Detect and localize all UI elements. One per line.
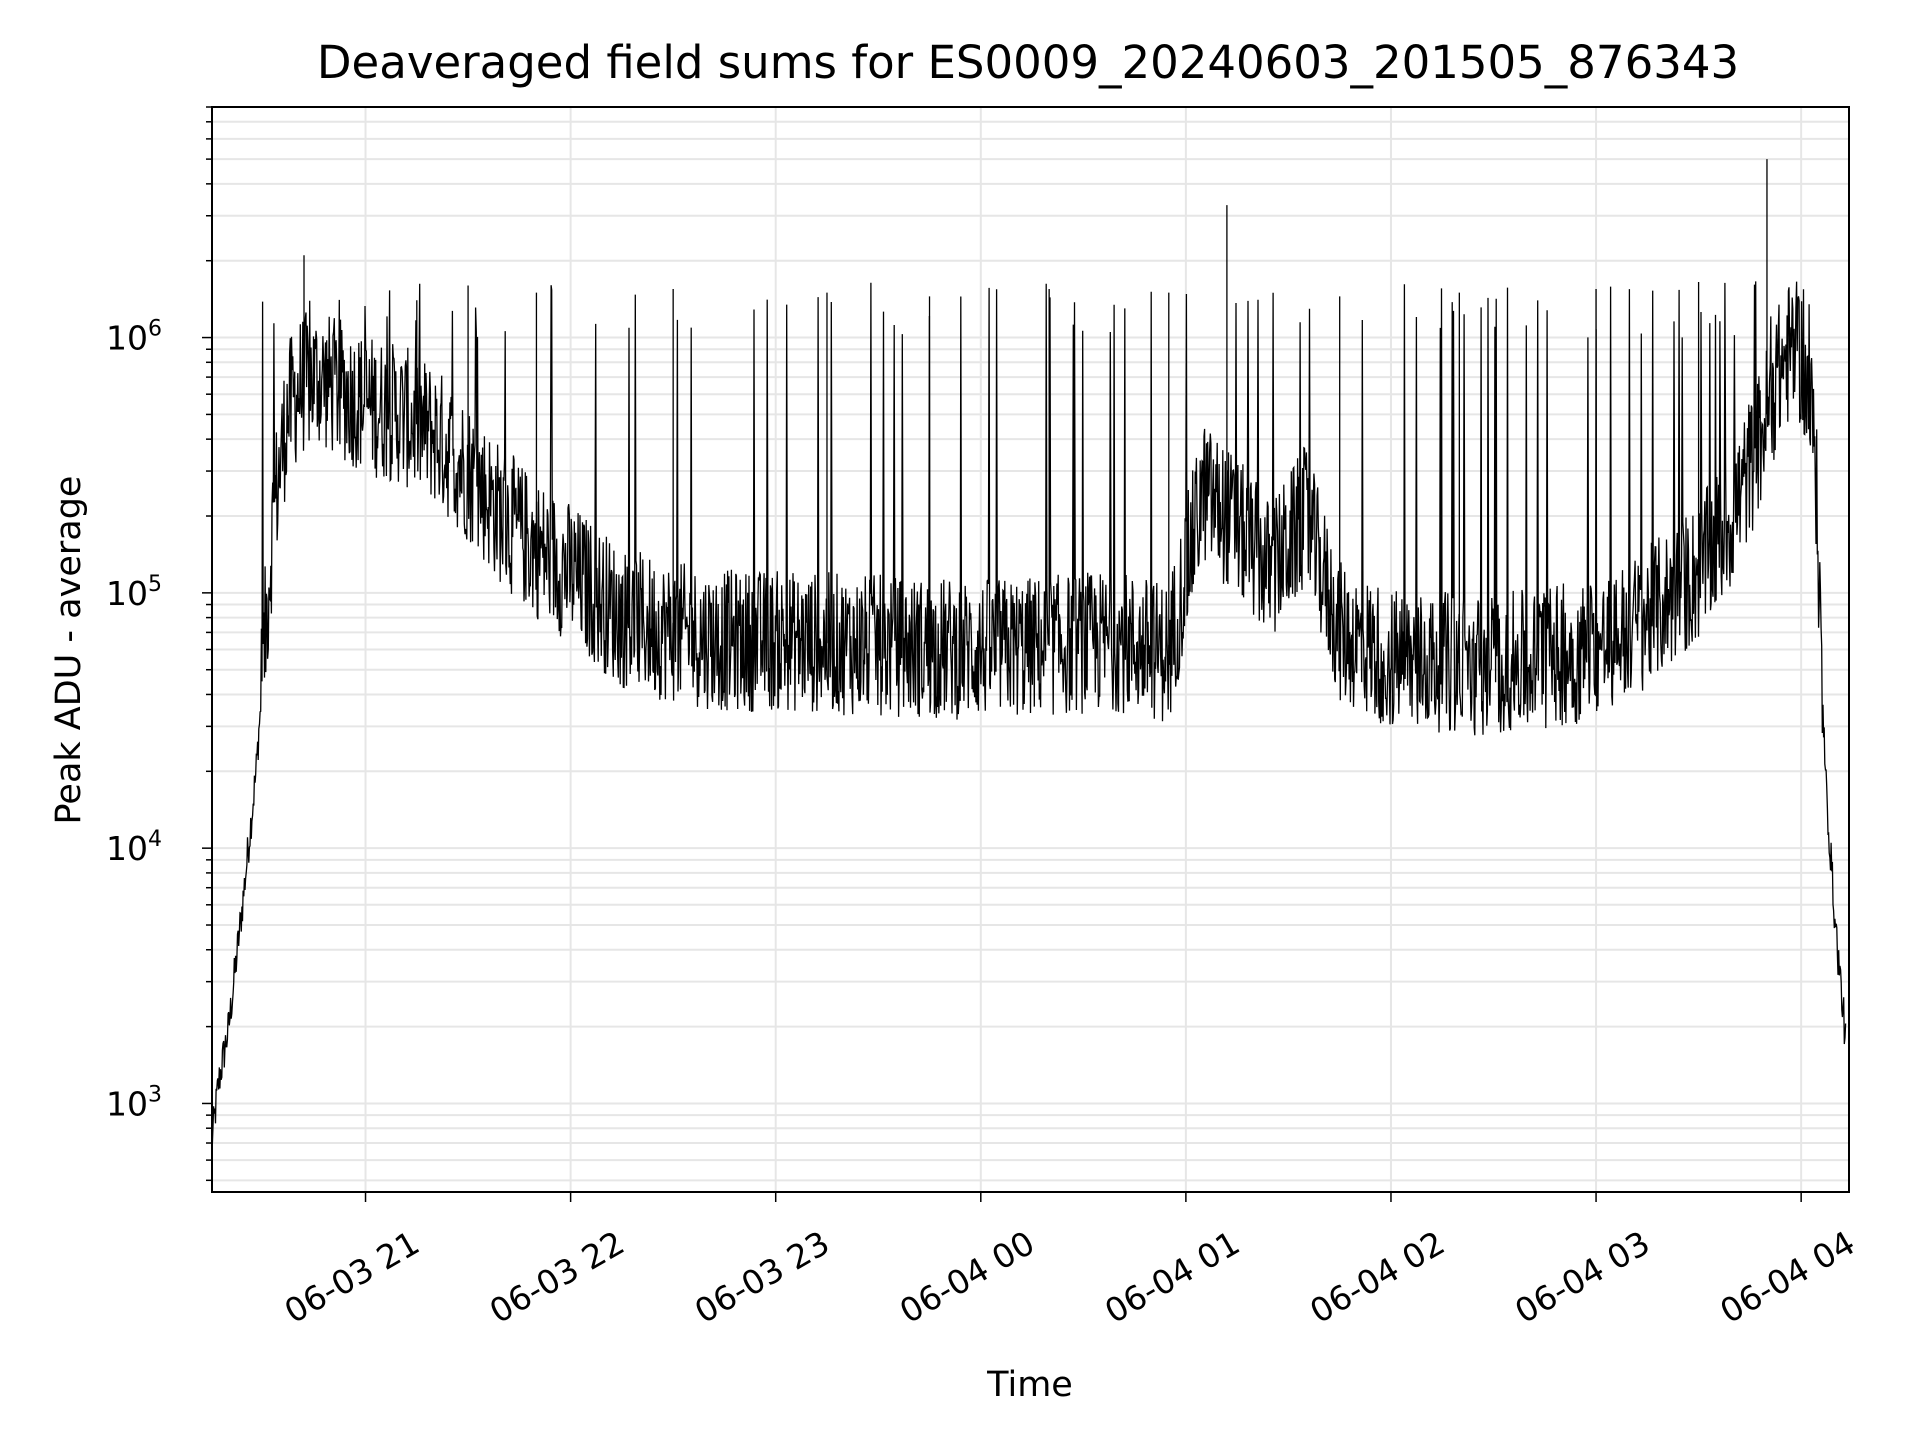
y-axis: 103 104 105 106 <box>106 106 212 1182</box>
plot-area <box>211 159 1847 1146</box>
chart-title: Deaveraged field sums for ES0009_2024060… <box>317 36 1739 89</box>
y-tick-label: 104 <box>106 827 162 868</box>
y-tick-label: 103 <box>106 1082 162 1123</box>
y-tick-label: 106 <box>106 317 162 358</box>
y-axis-label: Peak ADU - average <box>49 476 89 825</box>
y-tick-label: 105 <box>106 572 162 613</box>
data-line <box>211 281 1847 1146</box>
x-axis-label: Time <box>986 1365 1073 1405</box>
